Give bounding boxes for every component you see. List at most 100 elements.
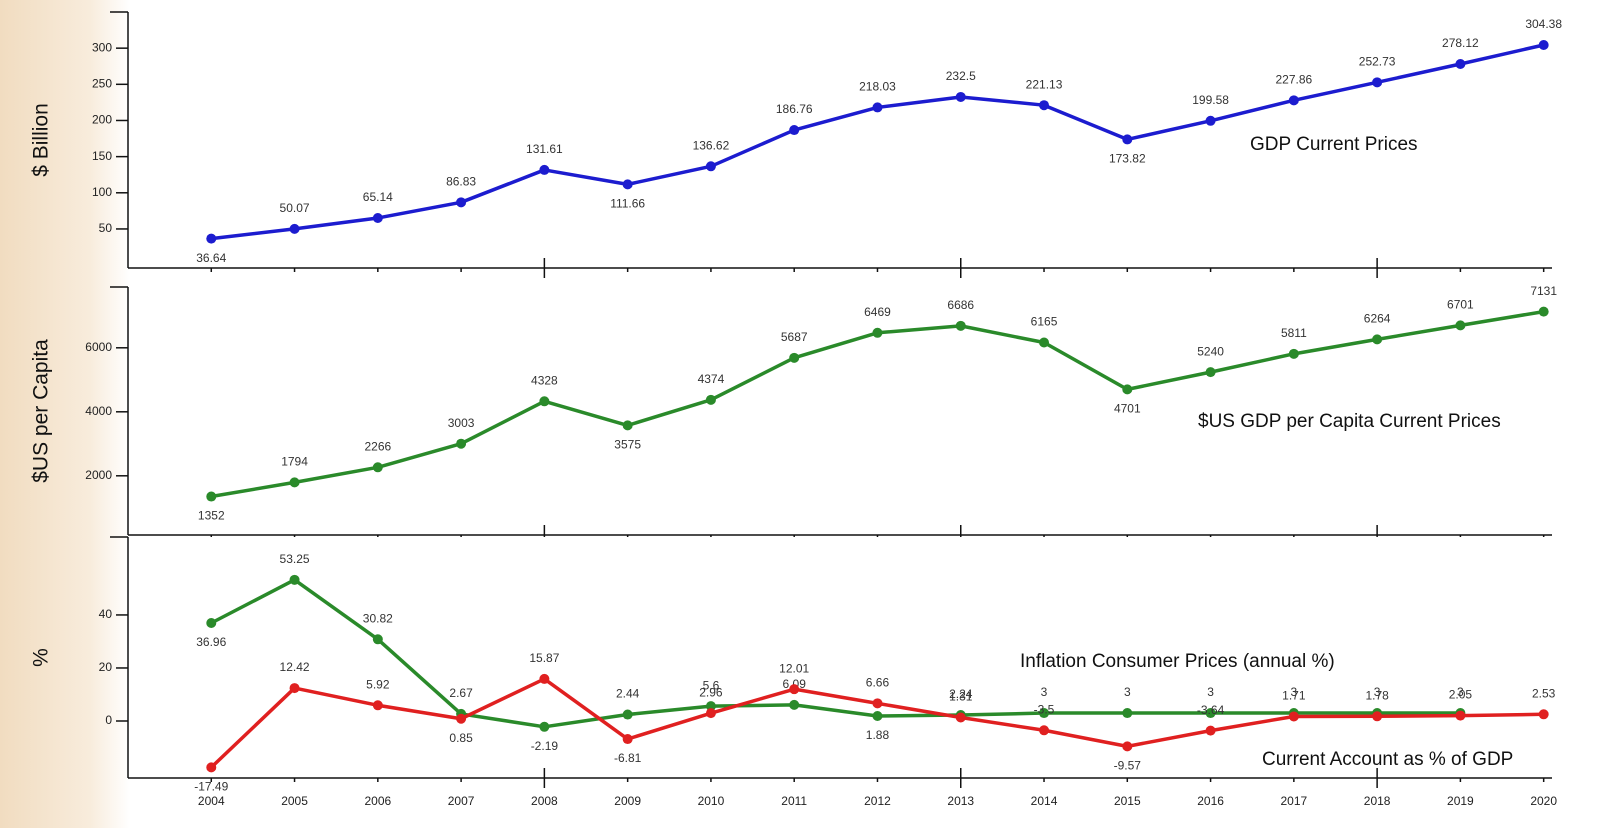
series-line bbox=[210, 578, 1461, 729]
plot-area bbox=[128, 287, 1592, 535]
data-label: 186.76 bbox=[776, 102, 813, 116]
data-label: -3.64 bbox=[1197, 703, 1225, 717]
data-label: 252.73 bbox=[1359, 55, 1396, 69]
data-point bbox=[1205, 115, 1216, 126]
data-label: 2.67 bbox=[449, 686, 473, 700]
data-label: 1.88 bbox=[866, 728, 890, 742]
data-point bbox=[1455, 710, 1466, 721]
data-label: 36.64 bbox=[196, 251, 226, 265]
data-point bbox=[789, 699, 800, 710]
data-point bbox=[206, 233, 217, 244]
data-label: 5.6 bbox=[703, 678, 720, 692]
data-label: 15.87 bbox=[529, 651, 559, 665]
data-point bbox=[1122, 134, 1133, 145]
data-label: 131.61 bbox=[526, 142, 563, 156]
data-label: 3 bbox=[1291, 685, 1298, 699]
data-label: 111.66 bbox=[610, 197, 645, 211]
data-point bbox=[955, 712, 966, 723]
x-tick-label: 2020 bbox=[1530, 794, 1557, 808]
data-label: 5811 bbox=[1281, 326, 1307, 340]
data-point bbox=[289, 477, 300, 488]
data-point bbox=[705, 701, 716, 712]
data-label: 3 bbox=[1457, 685, 1464, 699]
series-annotation: $US GDP per Capita Current Prices bbox=[1198, 411, 1501, 432]
data-point bbox=[622, 734, 633, 745]
data-label: 199.58 bbox=[1192, 93, 1229, 107]
data-label: -3.5 bbox=[1034, 702, 1055, 716]
data-label: -6.81 bbox=[614, 751, 642, 765]
data-point bbox=[1538, 306, 1549, 317]
data-point bbox=[456, 438, 467, 449]
data-label: 6165 bbox=[1031, 315, 1058, 329]
data-point bbox=[206, 491, 217, 502]
data-point bbox=[539, 164, 550, 175]
data-point bbox=[1039, 708, 1050, 719]
data-point bbox=[1538, 709, 1549, 720]
y-tick-label: 20 bbox=[99, 660, 113, 674]
data-label: 7131 bbox=[1530, 284, 1557, 298]
data-label: 218.03 bbox=[859, 80, 896, 94]
data-point bbox=[1205, 725, 1216, 736]
data-point bbox=[955, 91, 966, 102]
x-tick-label: 2015 bbox=[1114, 794, 1141, 808]
data-label: 6686 bbox=[947, 298, 974, 312]
data-point bbox=[1205, 708, 1216, 719]
data-label: 4374 bbox=[698, 372, 725, 386]
data-label: 50.07 bbox=[280, 201, 310, 215]
data-point bbox=[1122, 384, 1133, 395]
data-label: 3003 bbox=[448, 416, 475, 430]
series-annotation: Current Account as % of GDP bbox=[1262, 749, 1513, 770]
y-tick-label: 2000 bbox=[85, 468, 112, 482]
data-label: -2.19 bbox=[531, 739, 559, 753]
x-tick-label: 2007 bbox=[448, 794, 475, 808]
data-label: 3 bbox=[1041, 685, 1048, 699]
y-tick-label: 4000 bbox=[85, 404, 112, 418]
data-label: 5240 bbox=[1197, 344, 1224, 358]
data-point bbox=[1455, 58, 1466, 69]
data-point bbox=[1288, 95, 1299, 106]
data-point bbox=[1455, 320, 1466, 331]
data-label: 304.38 bbox=[1525, 17, 1562, 31]
data-point bbox=[789, 125, 800, 136]
data-label: 2.96 bbox=[699, 685, 723, 699]
x-tick-label: 2010 bbox=[698, 794, 725, 808]
x-tick-label: 2011 bbox=[781, 794, 807, 808]
plot-area bbox=[128, 12, 1592, 268]
data-label: 136.62 bbox=[693, 138, 730, 152]
data-point bbox=[1538, 39, 1549, 50]
x-tick-label: 2019 bbox=[1447, 794, 1474, 808]
data-point bbox=[1372, 334, 1383, 345]
data-label: 1.71 bbox=[1282, 689, 1306, 703]
data-point bbox=[622, 709, 633, 720]
data-label: 2.24 bbox=[949, 687, 973, 701]
data-label: 86.83 bbox=[446, 174, 476, 188]
data-label: 6701 bbox=[1447, 298, 1474, 312]
data-point bbox=[289, 574, 300, 585]
series-annotation: GDP Current Prices bbox=[1250, 134, 1418, 155]
data-label: 6469 bbox=[864, 305, 891, 319]
y-tick-label: 200 bbox=[92, 113, 112, 127]
data-point bbox=[372, 700, 383, 711]
data-point bbox=[955, 320, 966, 331]
data-label: 5.92 bbox=[366, 677, 390, 691]
data-label: 278.12 bbox=[1442, 36, 1479, 50]
data-point bbox=[872, 102, 883, 113]
x-tick-label: 2018 bbox=[1364, 794, 1391, 808]
data-point bbox=[789, 684, 800, 695]
data-label: 3575 bbox=[614, 438, 641, 452]
data-label: 6264 bbox=[1364, 312, 1391, 326]
data-point bbox=[539, 673, 550, 684]
data-label: -9.57 bbox=[1114, 759, 1142, 773]
data-label: 4701 bbox=[1114, 402, 1141, 416]
y-tick-label: 6000 bbox=[85, 340, 112, 354]
data-point bbox=[1122, 708, 1133, 719]
data-point bbox=[289, 223, 300, 234]
y-tick-label: 250 bbox=[92, 76, 112, 90]
data-label: 3 bbox=[1124, 685, 1131, 699]
data-point bbox=[372, 213, 383, 224]
data-point bbox=[1039, 100, 1050, 111]
data-point bbox=[289, 683, 300, 694]
data-label: 1.31 bbox=[949, 690, 973, 704]
data-point bbox=[456, 713, 467, 724]
